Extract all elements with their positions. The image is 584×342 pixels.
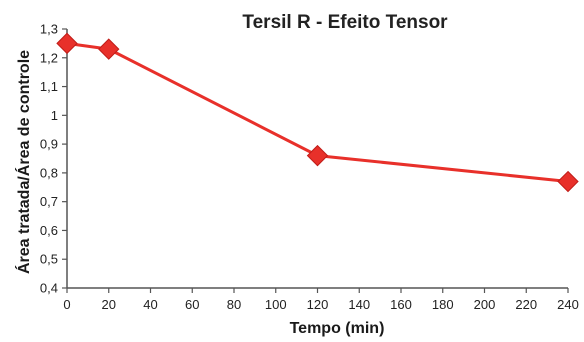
data-point-marker — [98, 38, 120, 60]
y-tick-label: 1 — [51, 108, 58, 123]
x-tick-label: 60 — [185, 297, 199, 312]
series-line — [66, 41, 569, 184]
tick-labels: 0,4 0,5 0,6 0,7 0,8 0,9 1 1,1 1,2 1,3 0 20 40 60 80 100… — [40, 22, 579, 313]
data-point-marker — [557, 170, 579, 193]
x-tick-label: 0 — [63, 297, 70, 312]
x-tick-label: 140 — [348, 297, 370, 312]
y-tick-label: 1,3 — [40, 22, 58, 37]
y-tick-label: 1,2 — [40, 50, 58, 65]
y-tick-label: 0,4 — [40, 281, 58, 296]
x-axis-label: Tempo (min) — [290, 320, 385, 337]
x-tick-label: 220 — [515, 297, 537, 312]
data-point-marker — [306, 144, 329, 167]
y-tick-label: 1,1 — [40, 79, 58, 94]
axes — [62, 28, 569, 293]
y-axis-label: Área tratada/Área de controle — [14, 50, 33, 274]
x-tick-label: 80 — [227, 297, 241, 312]
x-tick-label: 100 — [265, 297, 287, 312]
x-tick-label: 40 — [143, 297, 157, 312]
y-tick-label: 0,6 — [40, 223, 58, 238]
y-tick-label: 0,9 — [40, 137, 58, 152]
plot-area — [56, 32, 579, 193]
x-tick-label: 20 — [102, 297, 116, 312]
x-tick-label: 240 — [557, 297, 579, 312]
x-tick-label: 180 — [432, 297, 454, 312]
chart-title: Tersil R - Efeito Tensor — [242, 12, 448, 33]
x-tick-label: 160 — [390, 297, 412, 312]
x-tick-label: 200 — [474, 297, 496, 312]
y-tick-label: 0,5 — [40, 252, 58, 267]
x-tick-label: 120 — [307, 297, 329, 312]
y-tick-label: 0,7 — [40, 194, 58, 209]
data-point-marker — [56, 32, 78, 55]
y-tick-label: 0,8 — [40, 165, 58, 180]
